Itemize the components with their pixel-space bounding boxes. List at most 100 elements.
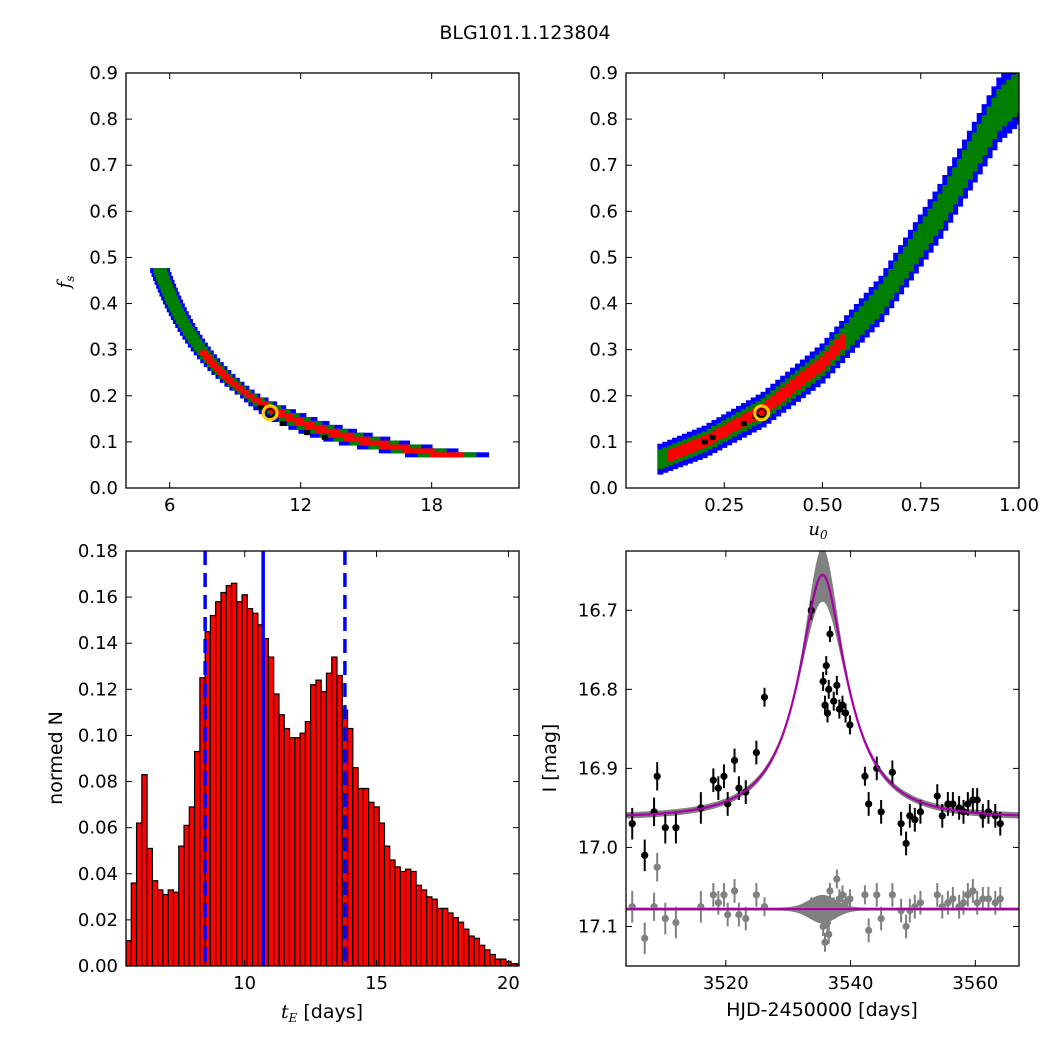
bl-ytick-label: 0.08 (78, 772, 118, 793)
br-xtick-label: 3520 (703, 973, 749, 994)
tr-xtick-label: 0.25 (704, 495, 744, 516)
residual-point (916, 899, 925, 907)
te-histogram-panel: 10 15 20 0.00 0.02 0.04 0.06 0.08 0.10 0.12 0.14 0.… (45, 541, 520, 1025)
photometry-point (846, 721, 854, 729)
histogram-bar (215, 601, 222, 966)
residual-point (730, 887, 739, 895)
photometry-point (672, 824, 680, 832)
fs-u0-heatmap-cell (672, 447, 679, 460)
fs-u0-heatmap-cell (957, 158, 964, 197)
histogram-bar (188, 806, 196, 966)
histogram-bar (252, 612, 259, 966)
histogram-bar (320, 691, 328, 966)
histogram-bar (368, 801, 375, 966)
fs-te-heatmap-cell (156, 275, 171, 281)
magnitude-axis-label: I [mag] (539, 724, 561, 793)
fs-u0-heatmap-cell (976, 123, 983, 164)
histogram-bar (447, 912, 454, 966)
light-curve-frame (625, 550, 1020, 967)
fs-axis-label: fs (54, 276, 77, 291)
photometry-point (949, 800, 957, 808)
photometry-point (822, 662, 830, 670)
fs-te-heatmap-cell (153, 268, 168, 274)
photometry-point (897, 820, 905, 828)
br-ytick-label: 16.7 (578, 600, 618, 621)
fs-u0-heatmap-cell (804, 368, 811, 382)
fs-u0-heatmap-cell (937, 193, 944, 229)
histogram-bar (167, 889, 175, 966)
histogram-bar (310, 684, 317, 966)
photometry-point (865, 800, 873, 808)
photometry-point (833, 681, 841, 689)
histogram-bar (468, 935, 475, 966)
histogram-bar (336, 674, 343, 966)
photometry-point (826, 630, 834, 638)
photometry-point (825, 685, 833, 693)
tl-ytick-label: 0.8 (89, 109, 118, 130)
residual-point (735, 911, 743, 919)
residual-point (991, 899, 999, 907)
fs-u0-heatmap-cell (996, 89, 1003, 131)
tr-ytick-label: 0.3 (589, 340, 618, 361)
fs-u0-heatmap-cell (971, 132, 978, 172)
bl-xtick-label: 20 (497, 973, 520, 994)
tr-ytick-label: 0.2 (589, 386, 618, 407)
fs-u0-best-cell (701, 439, 708, 445)
fs-te-heatmap-cell (316, 428, 340, 434)
photometry-point (752, 748, 760, 757)
histogram-bar (410, 870, 417, 966)
histogram-bar (230, 582, 238, 966)
bl-ytick-label: 0.04 (78, 864, 118, 885)
fs-te-heatmap-cell (402, 448, 435, 454)
residual-point (661, 914, 669, 923)
tr-ytick-label: 0.9 (589, 63, 618, 84)
residual-point (823, 918, 832, 927)
photometry-point (973, 796, 981, 804)
histogram-bar (441, 907, 449, 966)
u0-axis-label: u0 (808, 519, 828, 542)
fs-u0-heatmap-cell (1001, 84, 1008, 127)
residual-point (902, 922, 910, 931)
photometry-point (964, 800, 972, 808)
fs-u0-heatmap-cell (844, 322, 851, 351)
tl-ytick-label: 0.3 (89, 340, 118, 361)
fs-te-heatmap-cell (159, 283, 174, 289)
fs-te-best-cell (304, 430, 311, 436)
histogram-bar (431, 898, 438, 966)
residual-point (996, 895, 1004, 903)
fs-u0-heatmap-cell (868, 295, 875, 325)
fs-te-heatmap-cell (180, 326, 195, 332)
histogram-bar (378, 822, 386, 966)
bl-ytick-label: 0.10 (78, 725, 118, 746)
fs-te-heatmap-cell (256, 401, 269, 407)
fs-te-heatmap-cell (263, 405, 277, 411)
tl-xtick-label: 12 (289, 495, 312, 516)
residual-point (877, 914, 885, 923)
histogram-bar (126, 940, 132, 966)
fs-u0-heatmap-cell (775, 391, 782, 405)
tl-ytick-label: 0.7 (89, 155, 118, 176)
histogram-bar (209, 614, 217, 966)
residual-point (888, 891, 896, 899)
histogram-bar (394, 866, 401, 966)
fs-te-heatmap-cell (171, 311, 186, 317)
model-curve (626, 573, 1019, 817)
fs-u0-heatmap-cell (790, 379, 797, 394)
fs-te-heatmap-cell (304, 424, 327, 430)
residual-point (933, 891, 941, 899)
histogram-bar (436, 907, 444, 966)
fs-te-heatmap-cell (182, 330, 197, 336)
fs-te-heatmap-cell (178, 322, 193, 328)
residual-point (959, 899, 968, 907)
fs-te-heatmap-cell (175, 319, 190, 325)
histogram-bar (399, 870, 407, 966)
residual-point (742, 914, 750, 923)
tl-ytick-label: 0.0 (89, 478, 118, 499)
photometry-point (823, 709, 832, 717)
bl-xtick-label: 15 (365, 973, 388, 994)
tl-xtick-label: 6 (164, 495, 175, 516)
fs-u0-heatmap-cell (947, 176, 954, 213)
residual-point (865, 926, 873, 935)
histogram-bar (478, 944, 486, 966)
fs-te-heatmap-cell (379, 444, 410, 450)
